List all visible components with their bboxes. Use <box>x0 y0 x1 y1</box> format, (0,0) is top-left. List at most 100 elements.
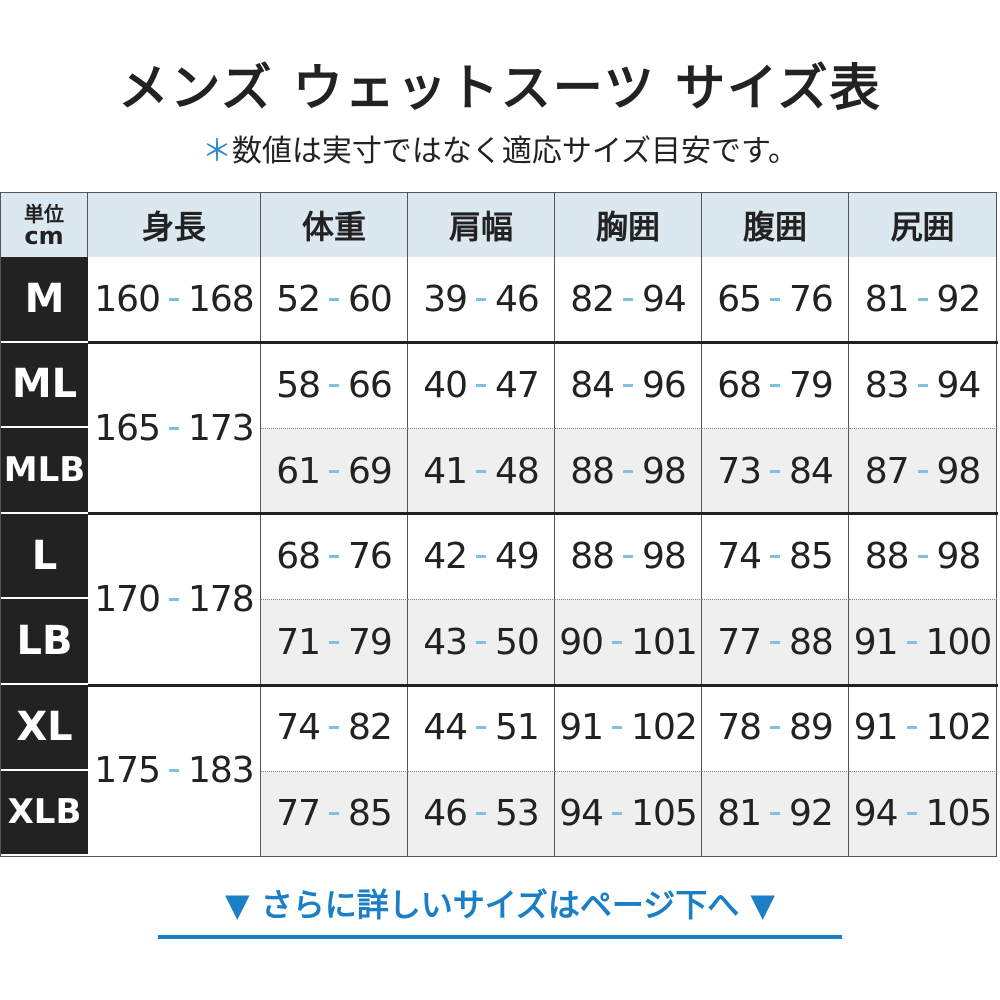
range-min: 40 <box>423 364 468 406</box>
range-dash <box>329 298 339 302</box>
note-text: 数値は実寸ではなく適応サイズ目安です。 <box>231 134 799 169</box>
size-label: L <box>1 513 88 600</box>
range-dash <box>329 641 339 645</box>
value-cell: 77 85 <box>261 770 408 857</box>
range-max: 168 <box>188 279 255 321</box>
range-min: 170 <box>94 578 161 620</box>
value-cell: 58 66 <box>261 342 408 429</box>
range-dash <box>476 641 486 645</box>
value-cell: 39 46 <box>408 257 555 343</box>
value-cell: 41 48 <box>408 428 555 514</box>
range-max: 66 <box>348 364 393 406</box>
value-cell: 74 82 <box>261 685 408 771</box>
range-max: 98 <box>936 450 982 492</box>
column-header: 胸囲 <box>555 193 702 257</box>
more-link[interactable]: ▼ さらに詳しいサイズはページ下へ ▼ <box>150 880 850 926</box>
range-max: 102 <box>631 707 698 749</box>
range-dash <box>623 469 633 473</box>
size-label: XL <box>1 685 88 771</box>
range-max: 79 <box>789 364 834 406</box>
range-min: 73 <box>717 450 762 492</box>
range-dash <box>906 812 917 816</box>
range-min: 74 <box>276 707 321 749</box>
range-min: 88 <box>570 536 615 578</box>
range-dash <box>906 726 917 730</box>
range-max: 47 <box>495 364 540 406</box>
value-cell: 52 60 <box>261 257 408 343</box>
range-min: 87 <box>864 450 910 492</box>
group-divider <box>88 683 998 687</box>
range-max: 100 <box>925 622 993 664</box>
range-min: 46 <box>423 793 468 835</box>
range-max: 96 <box>642 364 687 406</box>
range-dash <box>329 726 339 730</box>
note-mark: ＊ <box>201 134 232 169</box>
range-dash <box>623 298 633 302</box>
range-max: 98 <box>642 450 687 492</box>
range-max: 105 <box>925 793 993 835</box>
range-dash <box>476 555 486 559</box>
range-max: 88 <box>789 622 834 664</box>
value-cell: 68 76 <box>261 513 408 600</box>
link-text[interactable]: さらに詳しいサイズはページ下へ <box>260 886 740 924</box>
range-max: 76 <box>789 279 834 321</box>
range-min: 94 <box>853 793 899 835</box>
range-max: 76 <box>348 536 393 578</box>
unit-label: cm <box>24 222 64 250</box>
height-cell: 160 168 <box>88 257 261 343</box>
value-cell: 61 69 <box>261 428 408 514</box>
range-max: 89 <box>789 707 834 749</box>
range-min: 82 <box>570 279 615 321</box>
value-cell: 91 102 <box>555 685 702 771</box>
range-max: 53 <box>495 793 540 835</box>
value-cell: 90 101 <box>555 599 702 685</box>
range-min: 88 <box>570 450 615 492</box>
range-min: 165 <box>94 407 161 449</box>
range-dash <box>623 383 633 387</box>
value-cell: 91 102 <box>849 685 997 771</box>
size-label: LB <box>1 599 88 685</box>
range-max: 94 <box>642 279 687 321</box>
range-min: 90 <box>559 622 604 664</box>
range-min: 88 <box>864 536 910 578</box>
range-dash <box>169 298 179 302</box>
title: メンズ ウェットスーツ サイズ表 <box>118 59 882 117</box>
range-max: 50 <box>495 622 540 664</box>
range-dash <box>770 812 780 816</box>
range-min: 77 <box>717 622 762 664</box>
column-header: 肩幅 <box>408 193 555 257</box>
range-max: 178 <box>188 578 255 620</box>
value-cell: 68 79 <box>702 342 849 429</box>
range-max: 183 <box>188 750 255 792</box>
range-dash <box>770 383 780 387</box>
range-min: 68 <box>717 364 762 406</box>
value-cell: 77 88 <box>702 599 849 685</box>
range-min: 175 <box>94 750 161 792</box>
range-min: 39 <box>423 279 468 321</box>
value-cell: 87 98 <box>849 428 997 514</box>
range-max: 102 <box>925 707 993 749</box>
range-dash <box>329 812 339 816</box>
range-min: 94 <box>559 793 604 835</box>
column-header: 尻囲 <box>849 193 997 257</box>
range-dash <box>169 769 179 773</box>
range-min: 81 <box>717 793 762 835</box>
range-dash <box>917 469 928 473</box>
range-dash <box>169 597 179 601</box>
column-header: 体重 <box>261 193 408 257</box>
range-dash <box>169 426 179 430</box>
range-max: 98 <box>936 536 982 578</box>
range-max: 92 <box>936 279 982 321</box>
size-label: ML <box>1 342 88 429</box>
range-min: 43 <box>423 622 468 664</box>
value-cell: 74 85 <box>702 513 849 600</box>
value-cell: 82 94 <box>555 257 702 343</box>
range-min: 160 <box>94 279 161 321</box>
size-label: M <box>1 257 88 343</box>
range-max: 173 <box>188 407 255 449</box>
note: ＊数値は実寸ではなく適応サイズ目安です。 <box>0 126 1000 170</box>
range-min: 78 <box>717 707 762 749</box>
value-cell: 81 92 <box>702 770 849 857</box>
range-dash <box>612 812 623 816</box>
range-min: 68 <box>276 536 321 578</box>
